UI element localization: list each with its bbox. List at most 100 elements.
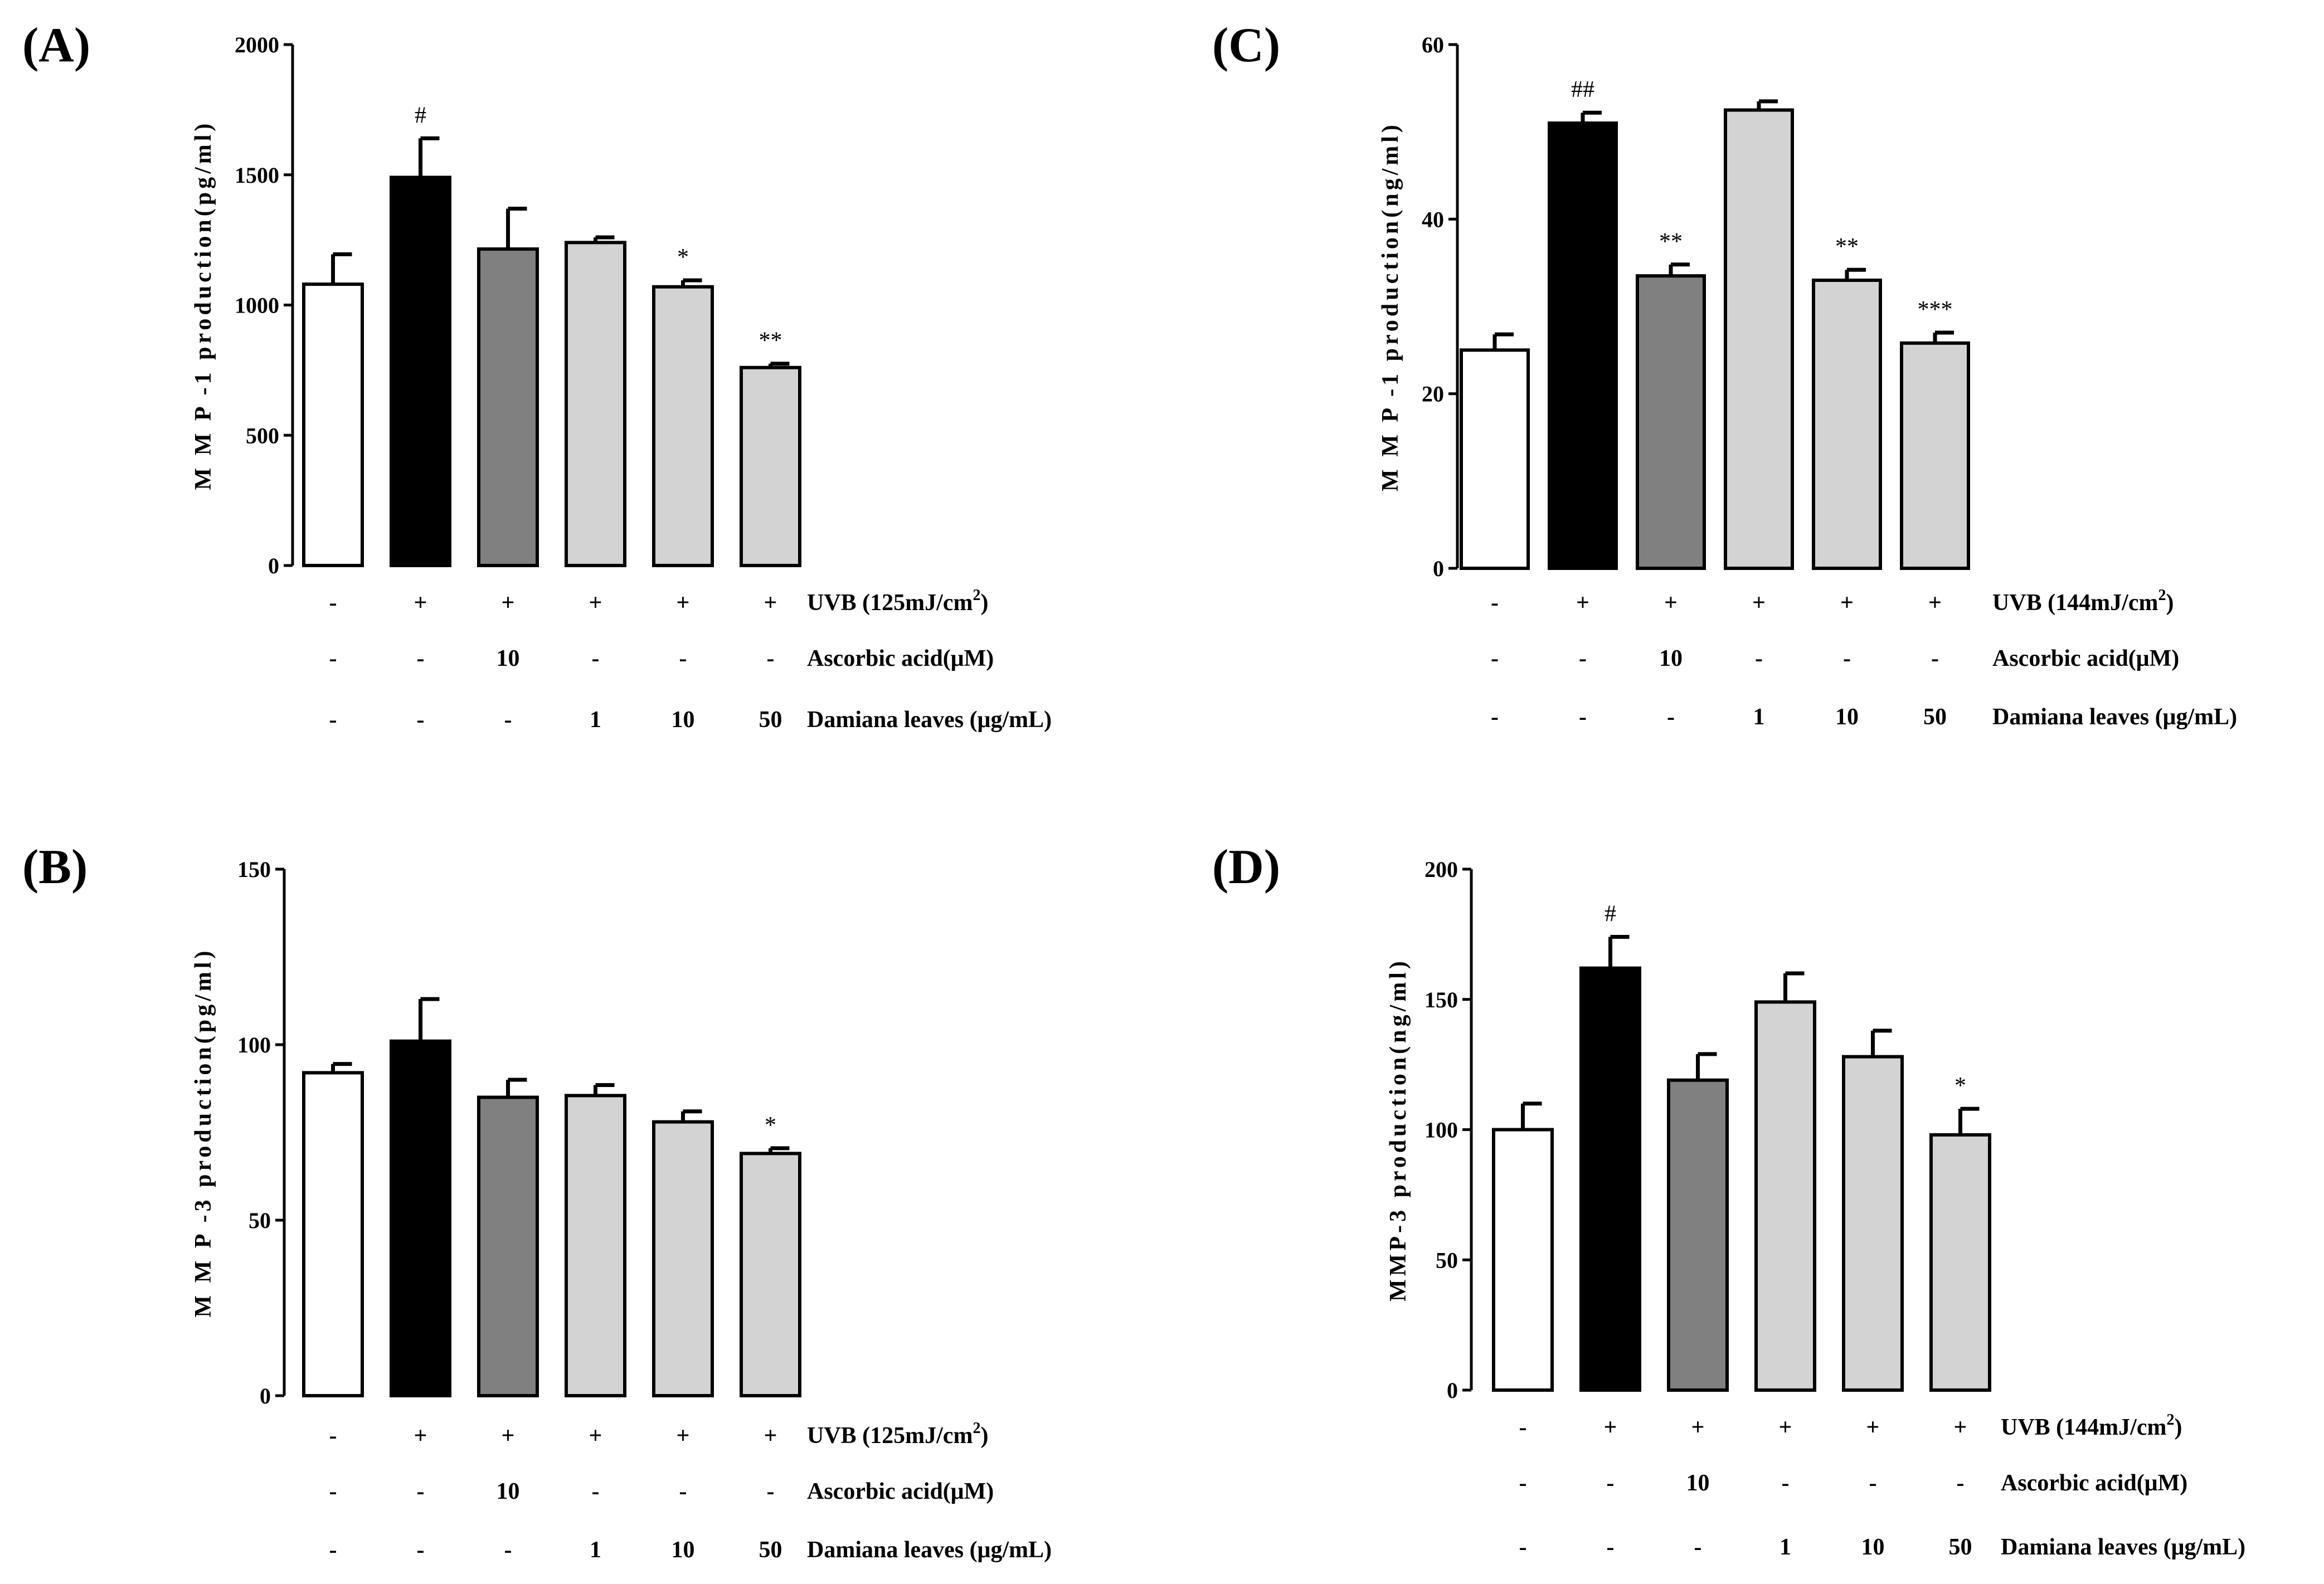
condition-value: 10 <box>497 1479 520 1504</box>
bar <box>390 1039 451 1397</box>
condition-value: - <box>417 707 425 733</box>
condition-value: 10 <box>497 646 520 671</box>
condition-label-text: Damiana leaves (μg/mL) <box>1992 704 2237 730</box>
bar <box>477 1095 539 1397</box>
condition-value: + <box>502 1423 515 1449</box>
chart-panel-3: (C) 0 20 40 60 M M P -1 production(ng/ml) ## **… <box>1212 18 2237 730</box>
bar <box>740 1152 801 1398</box>
y-tick-label: 500 <box>246 423 279 448</box>
condition-label-tail: ) <box>2174 1415 2182 1440</box>
y-tick-label: 2000 <box>235 32 279 57</box>
significance-marker: ** <box>1835 234 1859 260</box>
y-tick-label: 100 <box>1424 1118 1458 1143</box>
condition-label-text: Damiana leaves (μg/mL) <box>807 1537 1052 1563</box>
condition-label-text: UVB (144mJ/cm <box>1992 590 2158 616</box>
significance-marker: # <box>415 103 426 128</box>
y-tick-label: 150 <box>1424 987 1458 1012</box>
condition-value: - <box>1491 704 1499 730</box>
condition-value: + <box>677 590 690 616</box>
condition-label-text: Ascorbic acid(μM) <box>2001 1470 2187 1496</box>
chart-panel-1: (A) 0 500 1000 1500 2000 M M P -1 production(p… <box>22 18 1052 733</box>
condition-label: Ascorbic acid(μM) <box>807 646 994 671</box>
condition-value: - <box>1694 1534 1702 1560</box>
condition-value: - <box>1843 646 1851 671</box>
y-tick-label: 100 <box>237 1032 271 1057</box>
condition-value: - <box>1519 1470 1527 1496</box>
condition-value: - <box>1491 590 1499 616</box>
condition-label-text: Damiana leaves (μg/mL) <box>807 707 1052 733</box>
bar <box>1754 1000 1816 1392</box>
condition-value: 50 <box>1923 704 1947 730</box>
y-tick-label: 50 <box>249 1208 271 1233</box>
condition-label: Damiana leaves (μg/mL) <box>807 1537 1052 1563</box>
condition-value: - <box>329 646 337 671</box>
condition-value: + <box>1752 590 1766 616</box>
y-tick-label: 50 <box>1436 1247 1458 1273</box>
condition-value: 1 <box>590 1537 601 1563</box>
condition-value: 10 <box>1861 1534 1885 1560</box>
condition-value: - <box>679 646 687 671</box>
condition-label: UVB (125mJ/cm2) <box>807 587 988 616</box>
condition-value: - <box>329 1423 337 1449</box>
y-tick-label: 20 <box>1422 382 1444 407</box>
condition-value: + <box>1928 590 1942 616</box>
condition-value: - <box>1667 704 1675 730</box>
y-axis-label: M M P -1 production(ng/ml) <box>1378 121 1403 491</box>
condition-label-text: UVB (125mJ/cm <box>807 590 973 616</box>
condition-value: - <box>1931 646 1939 671</box>
condition-label: UVB (144mJ/cm2) <box>2001 1411 2182 1440</box>
condition-value: - <box>329 1537 337 1563</box>
condition-value: - <box>329 1479 337 1504</box>
condition-value: + <box>414 590 427 616</box>
y-axis-label: MMP-3 production(ng/ml) <box>1385 958 1411 1302</box>
condition-value: 1 <box>1753 704 1765 730</box>
condition-label-tail: ) <box>2166 590 2174 616</box>
bar <box>1667 1078 1729 1392</box>
condition-value: - <box>504 707 512 733</box>
y-tick-label: 0 <box>268 553 279 578</box>
condition-value: 50 <box>759 707 782 733</box>
condition-value: - <box>1869 1470 1877 1496</box>
y-tick-label: 0 <box>1433 556 1444 581</box>
bar <box>652 1120 714 1397</box>
bar <box>1460 348 1530 570</box>
condition-value: - <box>417 1537 425 1563</box>
condition-value: 10 <box>672 1537 695 1563</box>
bar <box>740 365 801 567</box>
significance-marker: * <box>1955 1073 1966 1099</box>
condition-value: 50 <box>759 1537 782 1563</box>
condition-value: + <box>764 590 777 616</box>
panel-label: (D) <box>1212 840 1280 894</box>
condition-label-superscript: 2 <box>2158 587 2166 604</box>
condition-value: + <box>589 1423 602 1449</box>
condition-value: - <box>1579 646 1587 671</box>
condition-label-text: UVB (125mJ/cm <box>807 1423 973 1449</box>
condition-value: - <box>592 1479 600 1504</box>
condition-value: - <box>1491 646 1499 671</box>
y-tick-label: 1000 <box>235 293 279 318</box>
condition-value: + <box>764 1423 777 1449</box>
y-axis-label: M M P -1 production(pg/ml) <box>191 120 216 490</box>
y-axis-label: M M P -3 production(pg/ml) <box>191 948 216 1318</box>
condition-value: - <box>417 1479 425 1504</box>
significance-marker: ** <box>759 328 782 354</box>
condition-label: Ascorbic acid(μM) <box>2001 1470 2187 1496</box>
bar <box>1548 121 1618 570</box>
significance-marker: * <box>677 245 689 270</box>
condition-value: + <box>1576 590 1589 616</box>
bar <box>1929 1133 1991 1392</box>
condition-value: - <box>1782 1470 1790 1496</box>
condition-label: Damiana leaves (μg/mL) <box>807 707 1052 733</box>
bar <box>302 282 364 567</box>
condition-value: - <box>1607 1534 1615 1560</box>
condition-value: 10 <box>672 707 695 733</box>
condition-value: 10 <box>1659 646 1683 671</box>
y-tick-label: 0 <box>260 1383 271 1408</box>
condition-value: + <box>1954 1415 1967 1440</box>
y-tick-label: 1500 <box>235 163 279 188</box>
condition-value: + <box>677 1423 690 1449</box>
condition-value: 1 <box>1780 1534 1791 1560</box>
condition-label-text: UVB (144mJ/cm <box>2001 1415 2166 1440</box>
